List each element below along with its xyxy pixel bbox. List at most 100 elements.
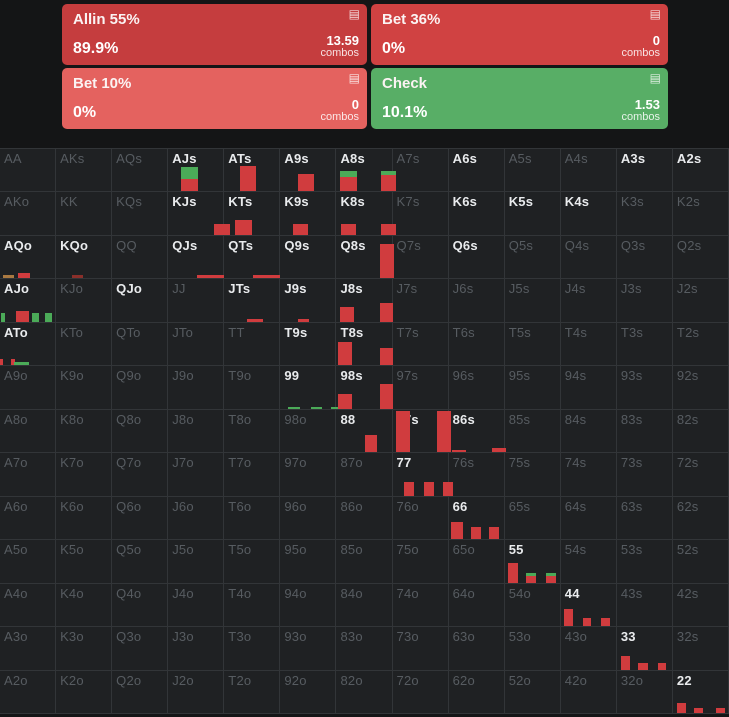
hand-cell[interactable]: AJo: [0, 279, 57, 323]
hand-cell[interactable]: 42s: [672, 583, 729, 628]
hand-cell[interactable]: A8o: [0, 409, 57, 454]
hand-cell[interactable]: T8s: [336, 322, 394, 367]
hand-cell[interactable]: JTs: [224, 279, 281, 323]
hand-cell[interactable]: 88: [336, 409, 393, 454]
hand-cell[interactable]: A9s: [280, 149, 337, 193]
action-card-bet36[interactable]: Bet 36% ▤ 0% 0 combos: [371, 4, 668, 65]
hand-cell[interactable]: AJs: [168, 149, 225, 193]
hand-cell[interactable]: 72s: [672, 453, 729, 497]
hand-cell[interactable]: J3o: [168, 627, 225, 671]
hand-cell[interactable]: T8o: [224, 409, 281, 454]
hand-cell[interactable]: T5s: [504, 322, 561, 367]
hand-cell[interactable]: A3o: [0, 627, 57, 671]
hand-cell[interactable]: K2o: [56, 670, 113, 714]
hand-cell[interactable]: Q2s: [672, 235, 729, 280]
hand-cell[interactable]: TT: [224, 322, 281, 367]
hand-cell[interactable]: QJs: [168, 235, 225, 280]
hand-cell[interactable]: T2o: [224, 670, 281, 714]
hand-cell[interactable]: 32o: [616, 670, 673, 714]
hand-cell[interactable]: Q4s: [560, 235, 617, 280]
hand-cell[interactable]: J9s: [280, 279, 337, 323]
hand-cell[interactable]: T9s: [280, 322, 337, 367]
hand-cell[interactable]: K9o: [56, 366, 113, 410]
hand-cell[interactable]: 72o: [392, 670, 449, 714]
hand-cell[interactable]: 85o: [336, 540, 393, 584]
hand-cell[interactable]: 62s: [672, 496, 729, 541]
hand-cell[interactable]: QQ: [112, 235, 169, 280]
hand-cell[interactable]: A8s: [336, 149, 397, 193]
hand-cell[interactable]: 52s: [672, 540, 729, 584]
hand-cell[interactable]: KJo: [56, 279, 113, 323]
hand-cell[interactable]: A5o: [0, 540, 57, 584]
hand-cell[interactable]: J5o: [168, 540, 225, 584]
hand-cell[interactable]: ATo: [0, 322, 57, 367]
hand-cell[interactable]: K9s: [280, 192, 337, 236]
hand-cell[interactable]: A6o: [0, 496, 57, 541]
hand-cell[interactable]: 73s: [616, 453, 673, 497]
hand-cell[interactable]: A7s: [392, 149, 449, 193]
hand-cell[interactable]: 62o: [448, 670, 505, 714]
hand-cell[interactable]: Q8s: [336, 235, 395, 280]
hand-cell[interactable]: 77: [392, 453, 453, 497]
hand-cell[interactable]: A3s: [616, 149, 673, 193]
hand-cell[interactable]: 65o: [448, 540, 505, 584]
list-icon[interactable]: ▤: [649, 71, 661, 85]
hand-cell[interactable]: 93s: [616, 366, 673, 410]
hand-cell[interactable]: KQs: [112, 192, 169, 236]
hand-cell[interactable]: K5s: [504, 192, 561, 236]
hand-cell[interactable]: 98o: [280, 409, 337, 454]
hand-cell[interactable]: KJs: [168, 192, 231, 236]
hand-cell[interactable]: 76o: [392, 496, 449, 541]
hand-cell[interactable]: 54s: [560, 540, 617, 584]
hand-cell[interactable]: 75s: [504, 453, 561, 497]
hand-cell[interactable]: 63o: [448, 627, 505, 671]
hand-cell[interactable]: 87s: [392, 409, 451, 454]
hand-cell[interactable]: K4s: [560, 192, 617, 236]
hand-cell[interactable]: J7s: [392, 279, 449, 323]
list-icon[interactable]: ▤: [348, 71, 360, 85]
hand-cell[interactable]: J6o: [168, 496, 225, 541]
hand-cell[interactable]: JTo: [168, 322, 225, 367]
hand-cell[interactable]: 95o: [280, 540, 337, 584]
hand-cell[interactable]: 66: [448, 496, 505, 541]
hand-cell[interactable]: QJo: [112, 279, 169, 323]
hand-cell[interactable]: K3o: [56, 627, 113, 671]
hand-cell[interactable]: 43o: [560, 627, 617, 671]
hand-cell[interactable]: T5o: [224, 540, 281, 584]
hand-cell[interactable]: 53s: [616, 540, 673, 584]
hand-cell[interactable]: J6s: [448, 279, 505, 323]
hand-cell[interactable]: 63s: [616, 496, 673, 541]
hand-cell[interactable]: KQo: [56, 235, 113, 280]
hand-cell[interactable]: ATs: [224, 149, 281, 193]
hand-cell[interactable]: J8s: [336, 279, 394, 323]
hand-cell[interactable]: 92o: [280, 670, 337, 714]
hand-cell[interactable]: K6s: [448, 192, 505, 236]
hand-cell[interactable]: Q6o: [112, 496, 169, 541]
hand-cell[interactable]: KTo: [56, 322, 113, 367]
hand-cell[interactable]: A5s: [504, 149, 561, 193]
hand-cell[interactable]: 98s: [336, 366, 394, 410]
hand-cell[interactable]: AA: [0, 149, 57, 193]
hand-cell[interactable]: 83s: [616, 409, 673, 454]
hand-cell[interactable]: AKs: [56, 149, 113, 193]
hand-cell[interactable]: AQs: [112, 149, 169, 193]
hand-cell[interactable]: Q3o: [112, 627, 169, 671]
action-card-bet10[interactable]: Bet 10% ▤ 0% 0 combos: [62, 68, 367, 129]
hand-cell[interactable]: Q4o: [112, 583, 169, 628]
hand-cell[interactable]: A2o: [0, 670, 57, 714]
hand-cell[interactable]: 95s: [504, 366, 561, 410]
hand-cell[interactable]: 94s: [560, 366, 617, 410]
hand-cell[interactable]: T6s: [448, 322, 505, 367]
hand-cell[interactable]: Q7s: [392, 235, 449, 280]
action-card-allin[interactable]: Allin 55% ▤ 89.9% 13.59 combos: [62, 4, 367, 65]
hand-cell[interactable]: JJ: [168, 279, 225, 323]
hand-cell[interactable]: 85s: [504, 409, 561, 454]
hand-cell[interactable]: J8o: [168, 409, 225, 454]
hand-cell[interactable]: J7o: [168, 453, 225, 497]
hand-cell[interactable]: 54o: [504, 583, 561, 628]
hand-cell[interactable]: 33: [616, 627, 673, 671]
hand-cell[interactable]: Q5s: [504, 235, 561, 280]
hand-cell[interactable]: 73o: [392, 627, 449, 671]
hand-cell[interactable]: Q2o: [112, 670, 169, 714]
hand-cell[interactable]: J5s: [504, 279, 561, 323]
